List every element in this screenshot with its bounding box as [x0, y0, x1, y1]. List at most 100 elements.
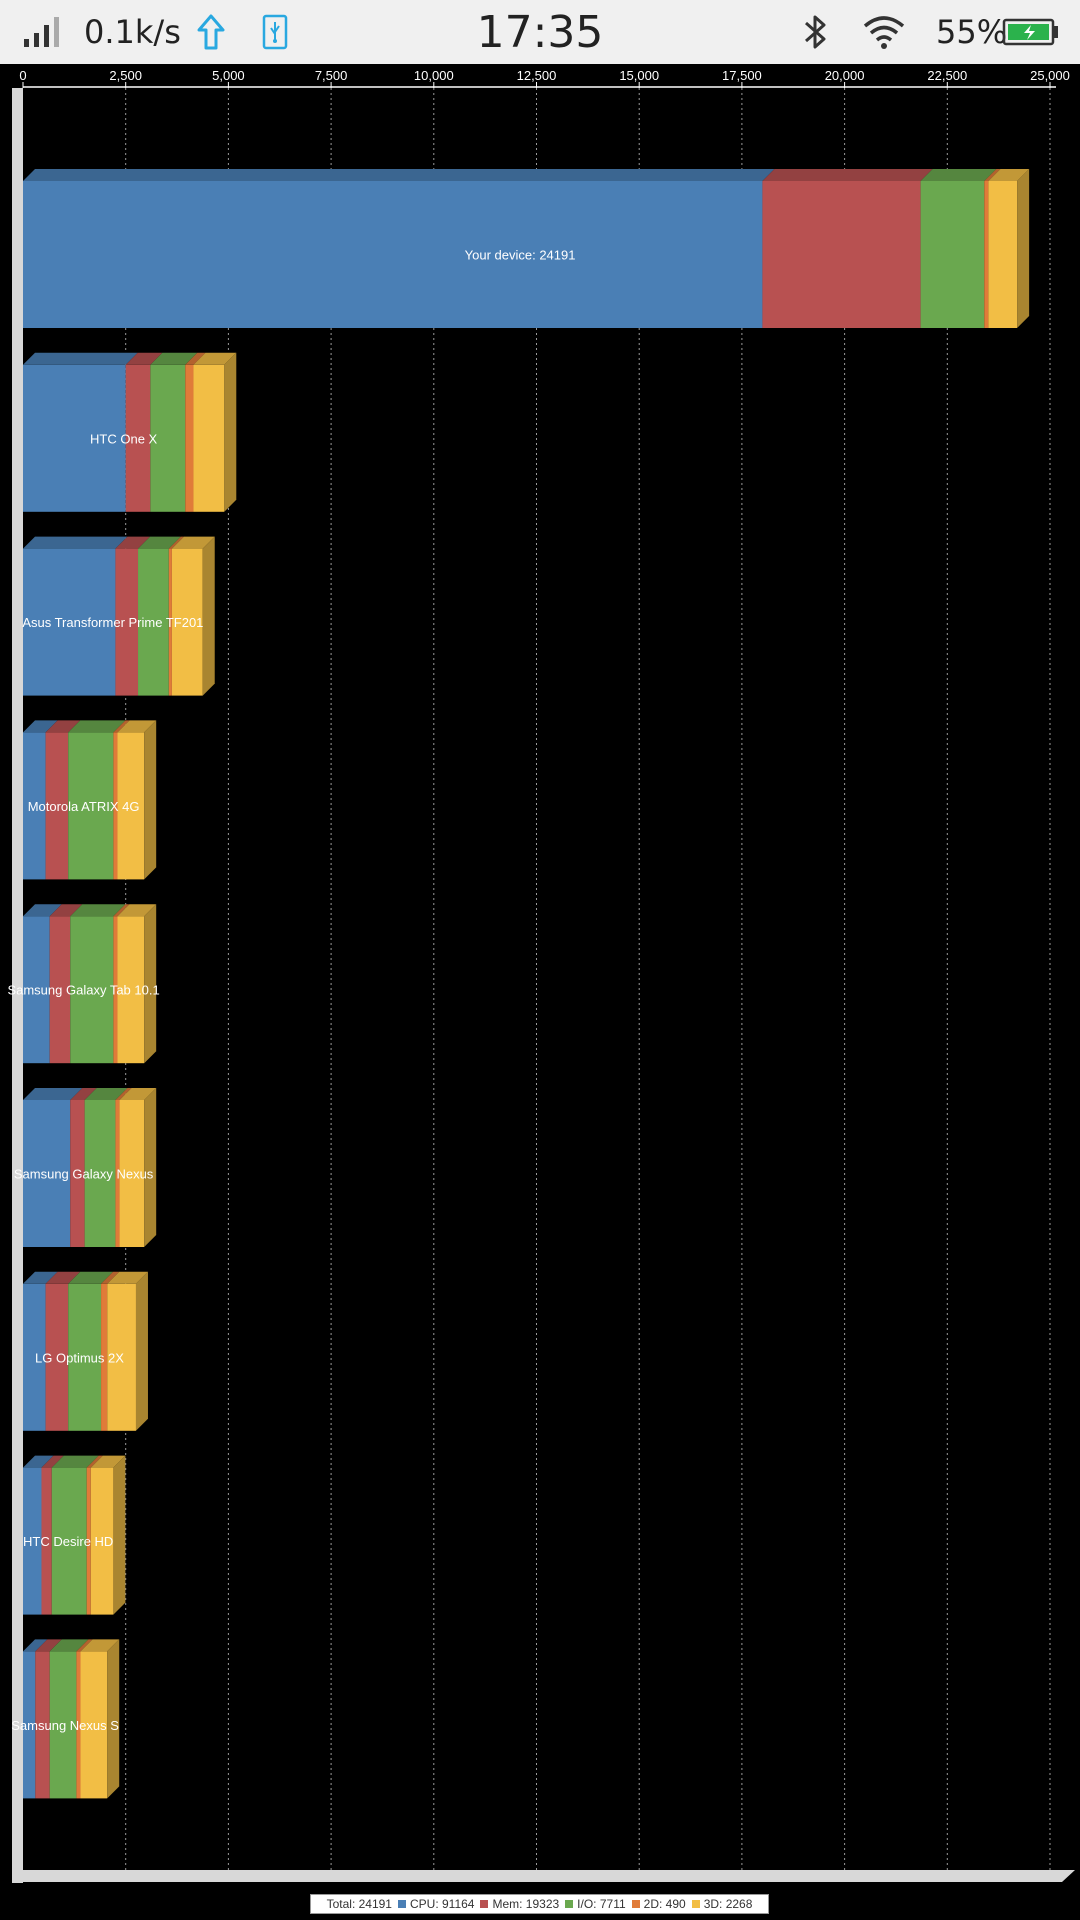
bar-segment-3d	[117, 916, 145, 1064]
bar-top-2d	[185, 352, 206, 365]
bar-group: HTC One X	[23, 352, 237, 512]
bar-top-mem	[45, 720, 81, 733]
axis-wall	[12, 88, 23, 1883]
legend-swatch	[397, 1900, 406, 1908]
legend-swatch	[480, 1900, 489, 1908]
legend-item: CPU: 91164	[409, 1897, 475, 1911]
bar-segment-io	[138, 548, 169, 696]
bar-top-mem	[49, 904, 83, 917]
legend-item: 2D: 490	[643, 1897, 686, 1911]
bar-side	[135, 1271, 148, 1431]
bar-segment-mem	[125, 364, 151, 512]
bar-group: Asus Transformer Prime TF201	[22, 536, 215, 696]
x-tick-label: 10,000	[414, 68, 454, 83]
bar-segment-3d	[193, 364, 225, 512]
bar-top-2d	[984, 169, 1001, 181]
bar-top-io	[84, 1088, 128, 1100]
bar-label: Samsung Nexus S	[11, 1718, 119, 1733]
bar-segment-2d	[185, 364, 194, 512]
bar-segment-cpu	[23, 916, 50, 1064]
bar-top-3d	[80, 1639, 120, 1652]
bar-top-3d	[119, 1088, 157, 1100]
usb-icon	[262, 0, 288, 64]
x-tick-label: 22,500	[927, 68, 967, 83]
bar-top-io	[70, 904, 126, 917]
bar-segment-cpu	[23, 1651, 36, 1799]
bar-segment-io	[51, 1467, 87, 1615]
bar-segment-mem	[762, 181, 921, 328]
x-tick-label: 12,500	[517, 68, 557, 83]
bar-label: Your device: 24191	[465, 248, 576, 263]
bar-group: Your device: 24191	[23, 169, 1030, 328]
bar-side	[144, 720, 157, 880]
bar-label: HTC Desire HD	[23, 1534, 113, 1549]
bar-top-mem	[115, 536, 151, 549]
bar-label: Samsung Galaxy Tab 10.1	[7, 983, 159, 998]
bar-top-mem	[70, 1088, 97, 1100]
bar-top-2d	[86, 1455, 103, 1468]
bar-top-cpu	[23, 169, 775, 181]
bar-segment-mem	[115, 548, 139, 696]
legend-item: Mem: 19323	[492, 1897, 560, 1911]
bar-group: LG Optimus 2X	[23, 1271, 148, 1431]
legend-total: Total: 24191	[326, 1897, 392, 1911]
bar-label: Samsung Galaxy Nexus	[14, 1167, 154, 1182]
bar-segment-mem	[70, 1100, 85, 1247]
bar-side	[202, 536, 215, 696]
legend-swatch	[691, 1900, 700, 1908]
bar-segment-3d	[107, 1283, 136, 1431]
bar-side	[144, 904, 157, 1064]
wifi-icon	[862, 0, 906, 64]
bar-top-3d	[90, 1455, 126, 1468]
bar-segment-2d	[115, 1100, 120, 1247]
bar-segment-3d	[117, 732, 145, 880]
signal-icon	[22, 0, 66, 64]
bar-top-2d	[76, 1639, 93, 1652]
bar-segment-io	[70, 916, 114, 1064]
bar-top-3d	[193, 352, 237, 365]
bar-top-cpu	[23, 1455, 54, 1468]
legend-swatch	[631, 1900, 640, 1908]
bar-segment-mem	[45, 1283, 69, 1431]
bluetooth-icon	[800, 0, 832, 64]
x-tick-label: 7,500	[315, 68, 348, 83]
bar-top-2d	[113, 904, 130, 917]
bar-top-mem	[35, 1639, 62, 1652]
bar-top-3d	[117, 904, 157, 917]
x-tick-label: 5,000	[212, 68, 245, 83]
x-tick-label: 2,500	[109, 68, 142, 83]
bar-segment-2d	[86, 1467, 91, 1615]
legend-swatch	[565, 1900, 574, 1908]
bar-segment-cpu	[23, 1100, 71, 1247]
bar-top-cpu	[23, 1271, 58, 1284]
benchmark-chart: 0 2,500 5,000 7,500 10,000 12,500 15,000 17,500…	[0, 64, 1080, 1920]
bar-segment-3d	[119, 1100, 145, 1247]
bar-segment-mem	[35, 1651, 50, 1799]
bar-top-cpu	[23, 536, 128, 549]
bar-top-io	[150, 352, 198, 365]
bar-group: Samsung Nexus S	[11, 1639, 120, 1799]
bar-segment-3d	[171, 548, 203, 696]
bar-segment-2d	[168, 548, 172, 696]
bar-top-mem	[762, 169, 933, 181]
bar-top-cpu	[23, 1088, 83, 1100]
bar-label: LG Optimus 2X	[35, 1350, 124, 1365]
bar-segment-cpu	[23, 181, 763, 328]
bar-top-io	[68, 1271, 114, 1284]
bar-top-2d	[113, 720, 130, 733]
bar-segment-cpu	[23, 1467, 42, 1615]
x-tick-label: 17,500	[722, 68, 762, 83]
bar-segment-io	[84, 1100, 116, 1247]
bar-segment-io	[49, 1651, 77, 1799]
bar-side	[113, 1455, 126, 1615]
bar-segment-cpu	[23, 364, 126, 512]
bar-label: Motorola ATRIX 4G	[28, 799, 140, 814]
bar-segment-2d	[113, 732, 118, 880]
bar-top-2d	[115, 1088, 132, 1100]
bar-side	[107, 1639, 120, 1799]
bar-segment-cpu	[23, 548, 116, 696]
bar-segment-2d	[101, 1283, 108, 1431]
chart-legend: Total: 24191 CPU: 91164 Mem: 19323 I/O: 771…	[310, 1894, 769, 1914]
bar-top-cpu	[23, 720, 58, 733]
bar-top-mem	[41, 1455, 64, 1468]
